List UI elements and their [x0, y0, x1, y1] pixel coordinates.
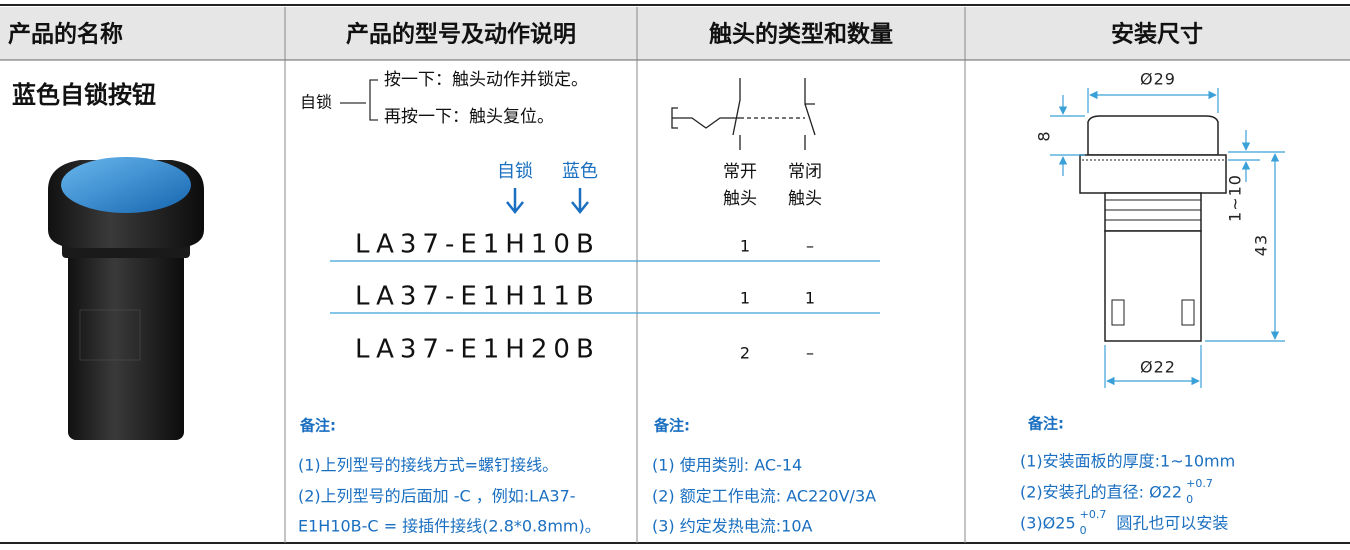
dimension-drawing: [1050, 88, 1285, 388]
note-line: (1)上列型号的接线方式=螺钉接线。: [298, 456, 558, 475]
note-title: 备注:: [299, 417, 336, 435]
header-cell: 产品的名称: [8, 21, 123, 48]
header-cell: 安装尺寸: [1111, 21, 1203, 48]
contact-type: 常闭: [788, 162, 822, 182]
note-line: (1) 使用类别: AC-14: [652, 456, 802, 475]
dimension-label: 8: [1035, 130, 1054, 141]
header-cell: 触头的类型和数量: [709, 21, 893, 48]
contact-count: –: [806, 237, 814, 256]
contact-type: 触头: [723, 189, 757, 209]
model-callout: 蓝色: [562, 161, 598, 182]
tolerance-lower: 0: [1186, 493, 1193, 506]
contact-count: 1: [805, 289, 815, 308]
contact-count: –: [806, 344, 814, 363]
header-bg: [0, 7, 1350, 60]
note-title: 备注:: [1027, 415, 1064, 433]
note-line: (2)上列型号的后面加 -C ，例如:LA37-: [298, 487, 576, 506]
model-code: LA37-E1H20B: [355, 335, 600, 365]
contact-type: 触头: [788, 189, 822, 209]
dimension-label: 1~10: [1226, 174, 1245, 222]
tolerance-upper: +0.7: [1186, 477, 1213, 490]
contact-count: 1: [740, 237, 750, 256]
note-line: (3)Ø25: [1020, 514, 1076, 533]
contact-type: 常开: [723, 162, 757, 182]
note-line: 圆孔也可以安装: [1116, 514, 1228, 533]
note-title: 备注:: [653, 417, 690, 435]
note-line: E1H10B-C = 接插件接线(2.8*0.8mm)。: [298, 517, 601, 536]
contact-symbol: [671, 78, 816, 150]
note-line: (3) 约定发热电流:10A: [652, 517, 813, 536]
contact-count: 1: [740, 289, 750, 308]
note-line: (2)安装孔的直径: Ø22: [1020, 483, 1182, 502]
tolerance-lower: 0: [1080, 524, 1087, 537]
model-code: LA37-E1H10B: [355, 230, 600, 260]
product-name: 蓝色自锁按钮: [12, 81, 156, 109]
action-label: 自锁: [300, 93, 332, 112]
dimension-label: Ø29: [1140, 70, 1176, 89]
action-step: 再按一下：触头复位。: [384, 107, 554, 127]
contact-count: 2: [740, 344, 750, 363]
header-cell: 产品的型号及动作说明: [346, 21, 576, 48]
action-step: 按一下：触头动作并锁定。: [384, 70, 588, 90]
note-line: (1)安装面板的厚度:1~10mm: [1020, 452, 1235, 471]
note-line: (2) 额定工作电流: AC220V/3A: [652, 487, 876, 506]
product-photo: [48, 157, 204, 440]
dimension-label: Ø22: [1140, 358, 1176, 377]
tolerance-upper: +0.7: [1080, 508, 1107, 521]
dimension-label: 43: [1252, 234, 1271, 256]
model-callout: 自锁: [497, 161, 533, 182]
callout-arrows: [506, 188, 589, 215]
bracket: [340, 79, 378, 121]
model-code: LA37-E1H11B: [355, 282, 600, 312]
